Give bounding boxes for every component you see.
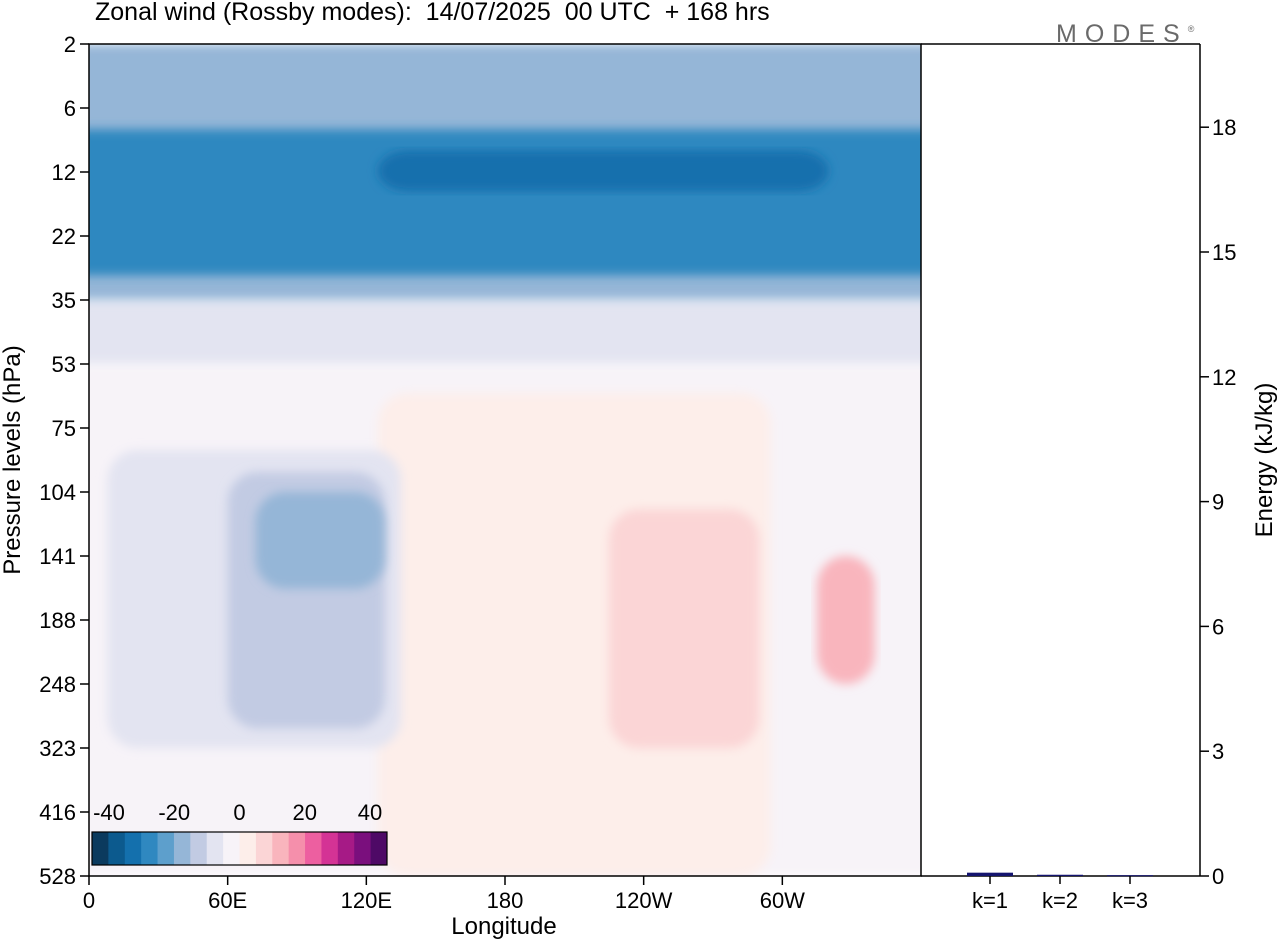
colorbar-swatch [190, 832, 208, 865]
contour-region [817, 556, 875, 684]
y-tick-label: 75 [52, 416, 76, 441]
y-tick-label: 416 [39, 800, 76, 825]
y-tick-label: 188 [39, 608, 76, 633]
colorbar-swatch [255, 832, 273, 865]
y-tick-label: 6 [64, 96, 76, 121]
y-tick-label: 248 [39, 672, 76, 697]
y-tick-label: 12 [52, 160, 76, 185]
colorbar-swatch [173, 832, 191, 865]
y-tick-label: 141 [39, 544, 76, 569]
colorbar-swatch [206, 832, 224, 865]
longitude-axis: 0 60E 120E 180 120W 60W [83, 876, 805, 913]
energy-tick-label: 9 [1212, 490, 1224, 515]
colorbar: -40 -20 0 20 40 [91, 800, 388, 866]
colorbar-swatch [370, 832, 388, 865]
y-tick-label: 323 [39, 736, 76, 761]
colorbar-swatch [288, 832, 306, 865]
colorbar-swatch [337, 832, 355, 865]
energy-axis-title: Energy (kJ/kg) [1251, 383, 1278, 538]
colorbar-swatch [92, 832, 109, 865]
y-axis-title: Pressure levels (hPa) [0, 345, 26, 574]
contour-region [609, 509, 760, 748]
colorbar-swatch [305, 832, 322, 865]
energy-tick-label: 0 [1212, 864, 1224, 889]
colorbar-swatch [141, 832, 159, 865]
colorbar-label: 20 [293, 800, 317, 825]
contour-region [89, 300, 921, 364]
x-tick-label: 120E [341, 888, 392, 913]
colorbar-swatch [157, 832, 175, 865]
x-tick-label: 60W [760, 888, 805, 913]
energy-tick-label: 12 [1212, 365, 1236, 390]
energy-bar [1037, 874, 1083, 876]
contour-field [89, 44, 921, 876]
colorbar-label: 0 [233, 800, 245, 825]
colorbar-swatch [321, 832, 339, 865]
x-tick-label: 60E [208, 888, 247, 913]
colorbar-label: -40 [93, 800, 125, 825]
logo-registered-mark: ® [1187, 24, 1195, 34]
energy-category-label: k=3 [1112, 888, 1148, 913]
colorbar-swatch [239, 832, 257, 865]
colorbar-swatch [272, 832, 290, 865]
colorbar-swatch [108, 832, 126, 865]
energy-tick-label: 3 [1212, 739, 1224, 764]
y-tick-label: 35 [52, 288, 76, 313]
pressure-axis: 2 6 12 22 35 53 75 104 141 188 248 323 416 528 [39, 32, 89, 889]
chart-title: Zonal wind (Rossby modes): 14/07/2025 00… [95, 0, 770, 26]
energy-category-label: k=1 [972, 888, 1008, 913]
colorbar-label: -20 [158, 800, 190, 825]
energy-bar [967, 872, 1013, 876]
energy-category-label: k=2 [1042, 888, 1078, 913]
contour-region [377, 150, 829, 192]
y-tick-label: 104 [39, 480, 76, 505]
contour-region [255, 492, 385, 589]
colorbar-swatch [223, 832, 240, 865]
colorbar-frame [91, 831, 388, 866]
x-axis-title: Longitude [451, 913, 556, 940]
energy-panel: 0 3 6 9 12 15 18 k=1 k=2 k=3 [921, 43, 1236, 913]
energy-tick-label: 15 [1212, 240, 1236, 265]
y-tick-label: 53 [52, 352, 76, 377]
y-tick-label: 22 [52, 224, 76, 249]
colorbar-label: 40 [358, 800, 382, 825]
energy-bar [1107, 875, 1153, 877]
colorbar-swatch [124, 832, 142, 865]
x-tick-label: 120W [615, 888, 673, 913]
x-tick-label: 0 [83, 888, 95, 913]
energy-tick-label: 6 [1212, 614, 1224, 639]
colorbar-swatch [354, 832, 372, 865]
y-tick-label: 2 [64, 32, 76, 57]
x-tick-label: 180 [487, 888, 524, 913]
energy-tick-label: 18 [1212, 115, 1236, 140]
y-tick-label: 528 [39, 864, 76, 889]
